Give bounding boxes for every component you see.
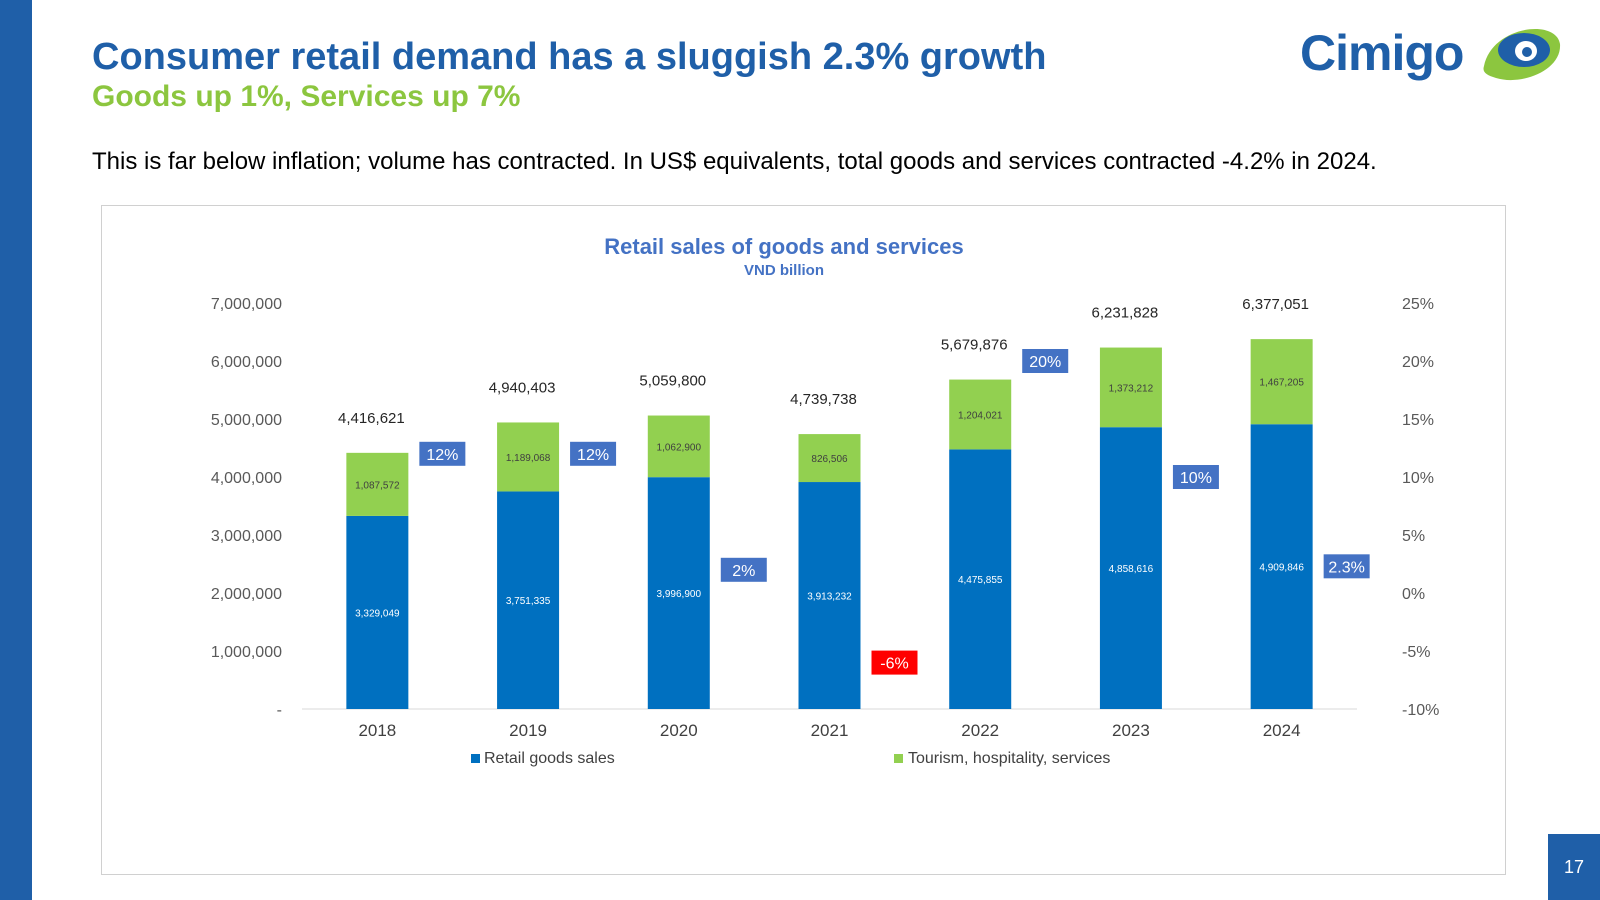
legend-label-services: Tourism, hospitality, services: [908, 750, 1110, 767]
retail-sales-chart: Retail sales of goods and services VND b…: [211, 234, 1440, 767]
bar-retail-goods: [1250, 424, 1313, 709]
growth-label: 10%: [1180, 470, 1212, 487]
x-tick-label: 2019: [509, 721, 547, 740]
x-tick-label: 2024: [1263, 721, 1301, 740]
y-right-tick-label: 0%: [1402, 586, 1425, 603]
bar-services: [1099, 347, 1162, 428]
legend-swatch-retail-goods: [471, 754, 480, 763]
chart-title: Retail sales of goods and services: [604, 234, 963, 259]
x-tick-label: 2021: [811, 721, 849, 740]
legend-label-retail-goods: Retail goods sales: [484, 750, 615, 767]
growth-badge: [720, 557, 767, 582]
bar-retail-goods: [346, 515, 409, 709]
x-tick-label: 2023: [1112, 721, 1150, 740]
growth-label: 2.3%: [1328, 559, 1364, 576]
y-left-tick-label: 1,000,000: [211, 644, 282, 661]
logo-wordmark: Cimigo: [1300, 25, 1464, 81]
y-right-tick-label: -5%: [1402, 644, 1430, 661]
bar-services: [346, 452, 409, 516]
data-label-services: 826,506: [811, 454, 848, 465]
data-label-services: 1,062,900: [657, 442, 702, 453]
y-right-tick-label: 15%: [1402, 412, 1434, 429]
y-right-tick-label: -10%: [1402, 702, 1439, 719]
growth-label: 2%: [732, 563, 755, 580]
y-left-tick-label: 6,000,000: [211, 354, 282, 371]
data-label-total: 4,416,621: [338, 410, 405, 427]
left-accent-bar: [0, 0, 32, 900]
data-label-total: 6,377,051: [1242, 296, 1309, 313]
eye-icon: [1483, 28, 1561, 81]
chart-subtitle: VND billion: [744, 262, 824, 279]
slide-subtitle: Goods up 1%, Services up 7%: [92, 80, 521, 113]
growth-label: 20%: [1029, 354, 1061, 371]
data-label-goods: 3,913,232: [807, 592, 852, 603]
growth-badge: [871, 650, 918, 675]
y-left-tick-label: 7,000,000: [211, 296, 282, 313]
chart-frame: Retail sales of goods and services VND b…: [101, 205, 1506, 875]
data-label-goods: 3,751,335: [506, 596, 551, 607]
data-label-total: 6,231,828: [1092, 305, 1159, 322]
data-label-total: 5,679,876: [941, 337, 1008, 354]
bar-services: [497, 422, 560, 492]
data-label-total: 4,739,738: [790, 391, 857, 408]
growth-badge: [419, 441, 466, 466]
bar-retail-goods: [798, 482, 861, 709]
y-right-tick-label: 20%: [1402, 354, 1434, 371]
y-left-tick-label: 4,000,000: [211, 470, 282, 487]
x-tick-label: 2022: [961, 721, 999, 740]
bar-retail-goods: [497, 491, 560, 709]
data-label-goods: 4,475,855: [958, 575, 1003, 586]
data-label-services: 1,467,205: [1259, 378, 1304, 389]
x-tick-label: 2020: [660, 721, 698, 740]
growth-badge: [1022, 349, 1069, 373]
data-label-total: 4,940,403: [489, 379, 556, 396]
growth-badge: [570, 441, 617, 466]
data-label-goods: 3,996,900: [657, 589, 702, 600]
legend-swatch-services: [894, 754, 903, 763]
data-label-goods: 3,329,049: [355, 608, 400, 619]
growth-badge: [1172, 465, 1219, 489]
data-label-services: 1,204,021: [958, 410, 1003, 421]
bar-services: [949, 379, 1012, 450]
growth-label: -6%: [880, 656, 908, 673]
y-left-tick-label: -: [277, 702, 282, 719]
cimigo-logo: Cimigo: [1300, 22, 1565, 90]
bar-retail-goods: [1099, 427, 1162, 709]
data-label-services: 1,087,572: [355, 480, 400, 491]
growth-label: 12%: [426, 447, 458, 464]
data-label-goods: 4,858,616: [1109, 564, 1154, 575]
x-tick-label: 2018: [358, 721, 396, 740]
data-label-services: 1,189,068: [506, 453, 551, 464]
y-left-tick-label: 2,000,000: [211, 586, 282, 603]
y-left-tick-label: 5,000,000: [211, 412, 282, 429]
growth-badge: [1323, 554, 1370, 579]
y-right-tick-label: 25%: [1402, 296, 1434, 313]
data-label-goods: 4,909,846: [1259, 563, 1304, 574]
bar-retail-goods: [949, 449, 1012, 709]
data-label-total: 5,059,800: [639, 373, 706, 390]
bar-retail-goods: [647, 477, 710, 709]
slide-description: This is far below inflation; volume has …: [92, 148, 1377, 175]
bar-services: [647, 415, 710, 478]
growth-label: 12%: [577, 447, 609, 464]
data-label-services: 1,373,212: [1109, 383, 1154, 394]
bar-services: [1250, 339, 1313, 425]
slide-title: Consumer retail demand has a sluggish 2.…: [92, 36, 1047, 78]
bar-services: [798, 434, 861, 483]
y-right-tick-label: 10%: [1402, 470, 1434, 487]
y-left-tick-label: 3,000,000: [211, 528, 282, 545]
y-right-tick-label: 5%: [1402, 528, 1425, 545]
page-number: 17: [1548, 834, 1600, 900]
